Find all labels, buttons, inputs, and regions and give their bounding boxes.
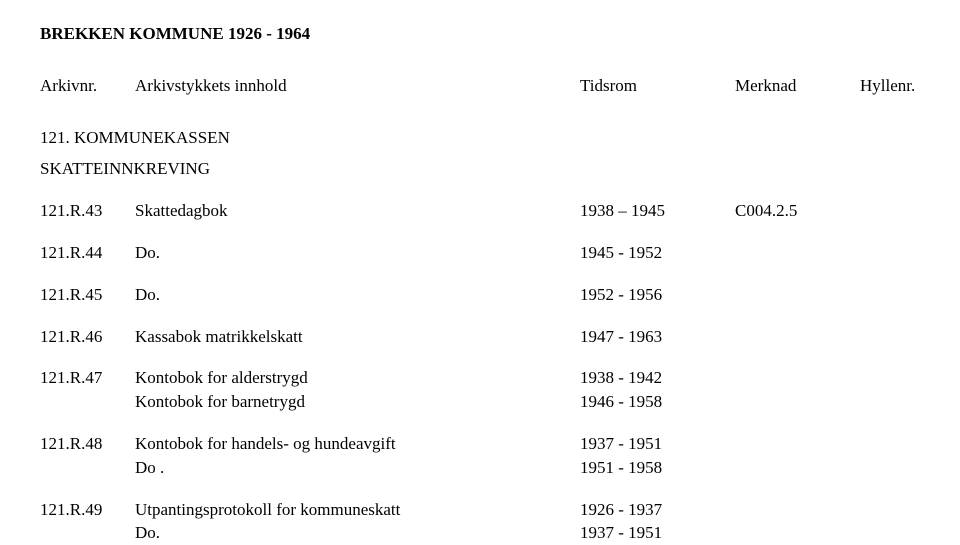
tidsrom-line: 1938 – 1945 [580, 199, 735, 223]
cell-merknad [735, 241, 860, 265]
cell-arkivnr: 121.R.48 [40, 432, 135, 480]
table-row: 121.R.45 Do. 1952 - 1956 [40, 283, 920, 307]
section-heading: 121. KOMMUNEKASSEN [40, 126, 920, 150]
cell-arkivnr: 121.R.44 [40, 241, 135, 265]
cell-merknad [735, 366, 860, 414]
cell-arkivnr: 121.R.49 [40, 498, 135, 545]
cell-innhold: Utpantingsprotokoll for kommuneskatt Do. [135, 498, 580, 545]
tidsrom-line: 1926 - 1937 [580, 498, 735, 522]
cell-innhold: Skattedagbok [135, 199, 580, 223]
tidsrom-line: 1947 - 1963 [580, 325, 735, 349]
cell-innhold: Do. [135, 283, 580, 307]
table-row: 121.R.48 Kontobok for handels- og hundea… [40, 432, 920, 480]
document-page: BREKKEN KOMMUNE 1926 - 1964 Arkivnr. Ark… [0, 0, 960, 545]
cell-arkivnr: 121.R.43 [40, 199, 135, 223]
column-header-row: Arkivnr. Arkivstykkets innhold Tidsrom M… [40, 74, 920, 98]
table-row: 121.R.47 Kontobok for alderstrygd Kontob… [40, 366, 920, 414]
cell-arkivnr: 121.R.46 [40, 325, 135, 349]
header-merknad: Merknad [735, 74, 860, 98]
tidsrom-line: 1946 - 1958 [580, 390, 735, 414]
tidsrom-line: 1945 - 1952 [580, 241, 735, 265]
cell-tidsrom: 1938 – 1945 [580, 199, 735, 223]
tidsrom-line: 1951 - 1958 [580, 456, 735, 480]
cell-tidsrom: 1938 - 1942 1946 - 1958 [580, 366, 735, 414]
header-tidsrom: Tidsrom [580, 74, 735, 98]
innhold-line: Utpantingsprotokoll for kommuneskatt [135, 498, 580, 522]
cell-tidsrom: 1945 - 1952 [580, 241, 735, 265]
innhold-line: Do. [135, 521, 580, 545]
cell-tidsrom: 1937 - 1951 1951 - 1958 [580, 432, 735, 480]
cell-innhold: Kassabok matrikkelskatt [135, 325, 580, 349]
page-title: BREKKEN KOMMUNE 1926 - 1964 [40, 22, 920, 46]
header-hyllenr: Hyllenr. [860, 74, 920, 98]
cell-arkivnr: 121.R.47 [40, 366, 135, 414]
tidsrom-line: 1937 - 1951 [580, 432, 735, 456]
innhold-line: Do. [135, 283, 580, 307]
innhold-line: Do. [135, 241, 580, 265]
tidsrom-line: 1938 - 1942 [580, 366, 735, 390]
header-innhold: Arkivstykkets innhold [135, 74, 580, 98]
tidsrom-line: 1952 - 1956 [580, 283, 735, 307]
innhold-line: Kassabok matrikkelskatt [135, 325, 580, 349]
innhold-line: Kontobok for barnetrygd [135, 390, 580, 414]
cell-tidsrom: 1952 - 1956 [580, 283, 735, 307]
header-arkivnr: Arkivnr. [40, 74, 135, 98]
subsection-heading: SKATTEINNKREVING [40, 157, 920, 181]
cell-merknad [735, 283, 860, 307]
cell-tidsrom: 1926 - 1937 1937 - 1951 [580, 498, 735, 545]
innhold-line: Do . [135, 456, 580, 480]
table-row: 121.R.44 Do. 1945 - 1952 [40, 241, 920, 265]
cell-innhold: Kontobok for handels- og hundeavgift Do … [135, 432, 580, 480]
cell-merknad [735, 432, 860, 480]
cell-arkivnr: 121.R.45 [40, 283, 135, 307]
tidsrom-line: 1937 - 1951 [580, 521, 735, 545]
table-row: 121.R.43 Skattedagbok 1938 – 1945 C004.2… [40, 199, 920, 223]
cell-tidsrom: 1947 - 1963 [580, 325, 735, 349]
table-row: 121.R.46 Kassabok matrikkelskatt 1947 - … [40, 325, 920, 349]
cell-merknad [735, 325, 860, 349]
cell-merknad: C004.2.5 [735, 199, 860, 223]
innhold-line: Kontobok for alderstrygd [135, 366, 580, 390]
innhold-line: Kontobok for handels- og hundeavgift [135, 432, 580, 456]
cell-innhold: Do. [135, 241, 580, 265]
table-row: 121.R.49 Utpantingsprotokoll for kommune… [40, 498, 920, 545]
innhold-line: Skattedagbok [135, 199, 580, 223]
cell-merknad [735, 498, 860, 545]
cell-innhold: Kontobok for alderstrygd Kontobok for ba… [135, 366, 580, 414]
